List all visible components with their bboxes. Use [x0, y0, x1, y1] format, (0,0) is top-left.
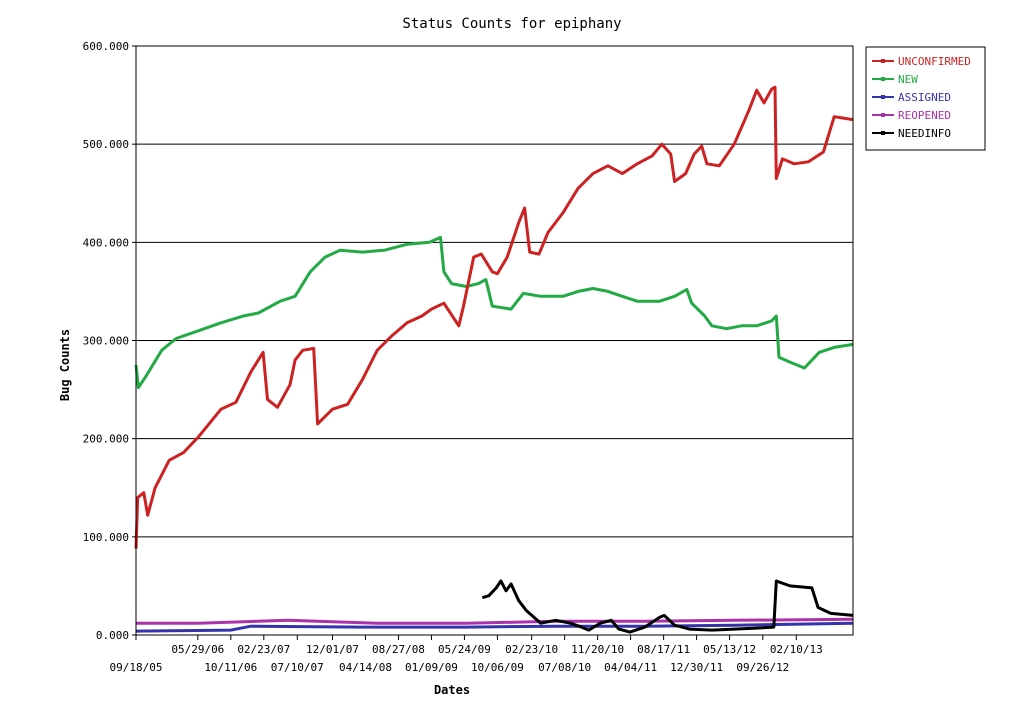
- x-tick-label: 01/09/09: [405, 661, 458, 674]
- x-tick-label: 12/01/07: [306, 643, 359, 656]
- x-tick-label: 10/06/09: [471, 661, 524, 674]
- y-tick-label: 500.000: [83, 138, 129, 151]
- x-tick-label: 02/23/10: [505, 643, 558, 656]
- y-axis-ticks: 0.000 100.000 200.000 300.000 400.000 500.000…: [83, 40, 136, 642]
- legend-marker: [881, 59, 885, 63]
- legend: UNCONFIRMED NEW ASSIGNED REOPENED NEEDINFO: [865, 46, 986, 151]
- x-tick-label: 04/14/08: [339, 661, 392, 674]
- y-axis-title: Bug Counts: [58, 329, 72, 401]
- x-tick-label: 05/29/06: [171, 643, 224, 656]
- legend-marker: [881, 95, 885, 99]
- legend-label: REOPENED: [898, 109, 951, 122]
- x-tick-label: 10/11/06: [204, 661, 257, 674]
- series-line-new: [134, 235, 854, 390]
- series-line-unconfirmed: [134, 85, 854, 549]
- legend-marker: [881, 77, 885, 81]
- y-tick-label: 600.000: [83, 40, 129, 53]
- x-tick-label: 07/10/07: [271, 661, 324, 674]
- y-tick-label: 100.000: [83, 531, 129, 544]
- x-tick-label: 05/13/12: [703, 643, 756, 656]
- x-tick-label: 11/20/10: [571, 643, 624, 656]
- x-tick-label: 09/26/12: [736, 661, 789, 674]
- x-tick-label: 02/10/13: [770, 643, 823, 656]
- y-tick-label: 400.000: [83, 236, 129, 249]
- series-line-reopened: [136, 617, 854, 625]
- x-tick-label: 07/08/10: [538, 661, 591, 674]
- y-tick-label: 300.000: [83, 335, 129, 348]
- series-line-needinfo: [481, 579, 854, 634]
- chart-title: Status Counts for epiphany: [402, 16, 621, 32]
- legend-marker: [881, 131, 885, 135]
- x-tick-label: 12/30/11: [670, 661, 723, 674]
- y-tick-label: 200.000: [83, 433, 129, 446]
- x-tick-label: 08/17/11: [637, 643, 690, 656]
- x-tick-label: 02/23/07: [237, 643, 290, 656]
- x-axis-title: Dates: [434, 683, 470, 697]
- x-tick-label: 09/18/05: [110, 661, 163, 674]
- legend-label: ASSIGNED: [898, 91, 951, 104]
- x-tick-label: 05/24/09: [438, 643, 491, 656]
- x-tick-label: 08/27/08: [372, 643, 425, 656]
- legend-marker: [881, 113, 885, 117]
- legend-label: NEW: [898, 73, 918, 86]
- grid-lines: [136, 143, 853, 538]
- x-tick-label: 04/04/11: [604, 661, 657, 674]
- x-axis-ticks: 05/29/06 02/23/07 12/01/07 08/27/08 05/24/09…: [110, 635, 823, 674]
- series-line-assigned: [135, 621, 854, 633]
- y-tick-label: 0.000: [96, 629, 129, 642]
- series-lines: [134, 85, 854, 634]
- legend-label: UNCONFIRMED: [898, 55, 971, 68]
- legend-label: NEEDINFO: [898, 127, 951, 140]
